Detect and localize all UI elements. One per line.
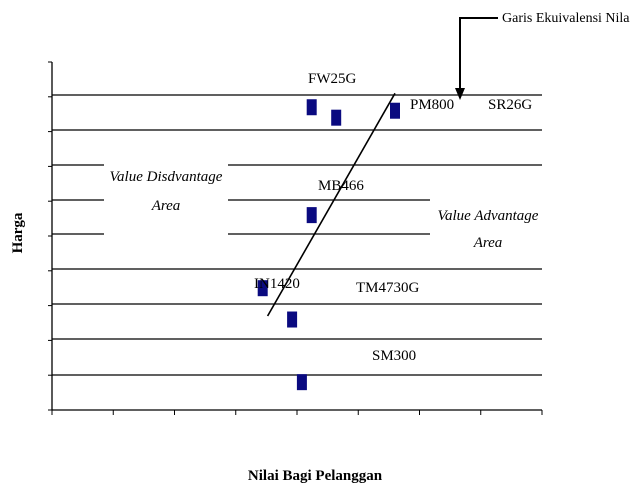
point-label-mb466: MB466	[318, 178, 364, 194]
x-axis-title: Nilai Bagi Pelanggan	[248, 468, 383, 484]
x-ticks	[48, 61, 543, 415]
point-label-fw25g: FW25G	[308, 71, 357, 87]
data-markers	[257, 99, 400, 391]
marker-sr26g	[390, 102, 400, 119]
point-label-tm4730g: TM4730G	[356, 280, 420, 296]
left-area-label-line2: Area	[151, 198, 181, 214]
callout-arrowhead	[455, 88, 465, 100]
right-area-label-line2: Area	[473, 235, 503, 251]
equivalence-line	[266, 92, 396, 317]
equivalence-line-label: Garis Ekuivalensi Nilai	[502, 11, 630, 26]
marker-tm4730g	[287, 311, 298, 328]
point-label-sr26g: SR26G	[488, 97, 532, 113]
marker-sm300	[296, 374, 307, 391]
y-axis-title: Harga	[10, 212, 26, 253]
callout-leader	[459, 17, 498, 94]
marker-mb466	[306, 207, 317, 224]
equivalence-line-group	[266, 17, 498, 317]
right-area-mask	[430, 196, 545, 258]
left-area-label-line1: Value Disdvantage	[110, 169, 223, 185]
marker-fw25g	[306, 99, 317, 116]
marker-in1420	[257, 280, 268, 297]
point-label-pm800: PM800	[410, 97, 454, 113]
point-label-in1420: IN1420	[254, 276, 300, 292]
right-area-label-line1: Value Advantage	[438, 208, 539, 224]
left-area-mask	[104, 160, 228, 244]
marker-pm800	[331, 109, 342, 126]
point-label-sm300: SM300	[372, 348, 416, 364]
